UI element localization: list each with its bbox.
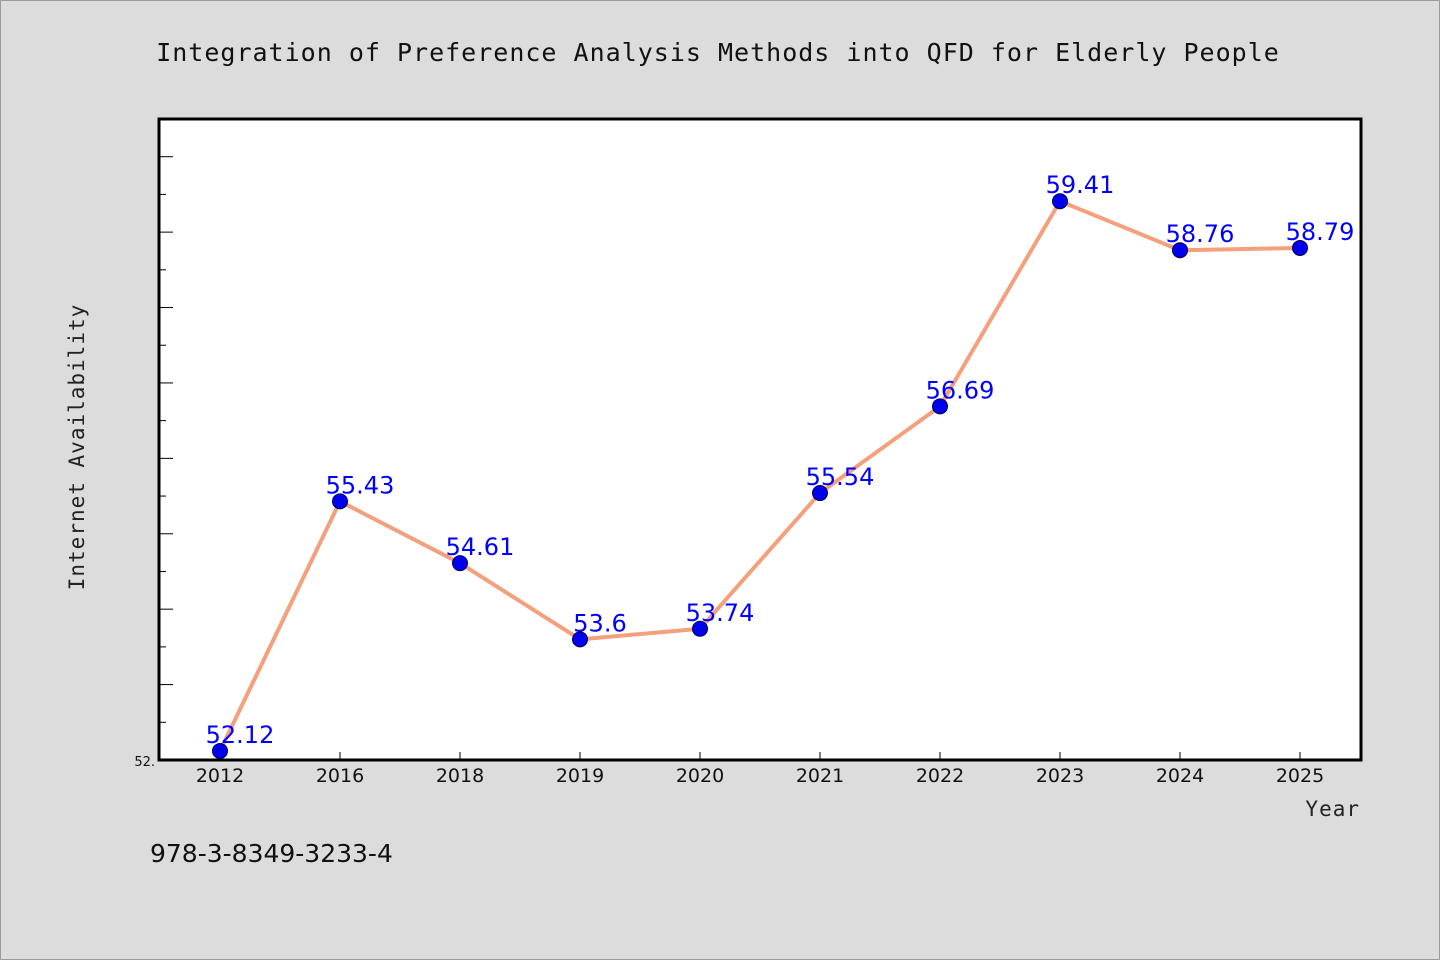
data-label: 55.54 <box>806 463 875 491</box>
x-tick-label: 2022 <box>916 765 964 787</box>
x-tick-label: 2023 <box>1036 765 1084 787</box>
data-point <box>692 620 708 637</box>
data-label: 52.12 <box>206 721 275 749</box>
x-axis-ticks: 2012 2016 2018 2019 2020 2021 2022 2023 2024 2025 <box>196 752 1324 787</box>
data-point <box>452 555 468 572</box>
data-point <box>1172 242 1188 259</box>
data-point <box>212 742 228 759</box>
data-label: 53.74 <box>686 599 755 627</box>
data-label: 55.43 <box>326 471 395 499</box>
y-axis-label: Internet Availability <box>65 304 89 591</box>
data-point <box>932 398 948 415</box>
x-tick-label: 2012 <box>196 765 244 787</box>
y-tick-label: 52. <box>134 755 155 770</box>
x-axis-label: Year <box>1305 797 1360 821</box>
x-tick-label: 2021 <box>796 765 844 787</box>
x-tick-label: 2019 <box>556 765 604 787</box>
x-tick-label: 2025 <box>1276 765 1324 787</box>
data-label: 53.6 <box>573 609 626 637</box>
data-point <box>812 485 828 502</box>
data-label: 59.41 <box>1046 171 1115 199</box>
x-tick-label: 2018 <box>436 765 484 787</box>
x-tick-label: 2020 <box>676 765 724 787</box>
data-label: 58.76 <box>1166 220 1235 248</box>
data-label: 58.79 <box>1286 218 1355 246</box>
x-tick-label: 2024 <box>1156 765 1204 787</box>
data-labels: 52.12 55.43 54.61 53.6 53.74 55.54 56.69 59.41 5… <box>206 171 1355 749</box>
data-point <box>572 631 588 648</box>
chart-title: Integration of Preference Analysis Metho… <box>156 38 1280 67</box>
plot-area <box>157 117 1363 762</box>
data-point <box>332 493 348 510</box>
isbn-text: 978-3-8349-3233-4 <box>150 839 393 868</box>
x-tick-label: 2016 <box>316 765 364 787</box>
data-point <box>1052 193 1068 210</box>
series-line-path <box>218 199 1302 753</box>
data-label: 54.61 <box>446 533 515 561</box>
data-point <box>1292 239 1308 256</box>
series-line <box>218 199 1302 753</box>
data-label: 56.69 <box>926 376 995 404</box>
data-markers <box>212 193 1308 759</box>
y-axis-ticks <box>159 118 173 723</box>
